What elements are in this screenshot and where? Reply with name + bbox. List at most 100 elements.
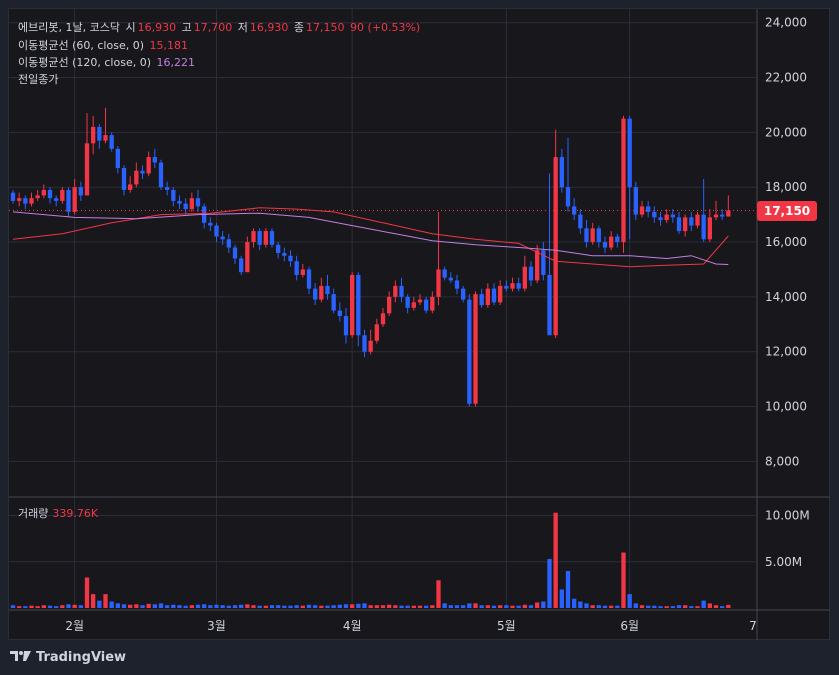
last-price-tag: 17,150	[757, 200, 817, 221]
candle-body	[29, 198, 34, 204]
volume-bar	[269, 605, 275, 608]
volume-bar	[670, 606, 675, 608]
candle-body	[35, 195, 40, 199]
volume-bar	[707, 603, 712, 608]
price-tick-label: 24,000	[765, 16, 807, 30]
candle-body	[362, 335, 367, 352]
candle-body	[522, 266, 527, 289]
volume-bar	[485, 605, 490, 608]
volume-bar	[565, 571, 571, 608]
volume-bar	[528, 605, 534, 608]
candle-body	[313, 288, 318, 300]
volume-bar	[590, 605, 595, 608]
volume-bar	[313, 605, 318, 608]
tradingview-logo[interactable]: TradingView	[10, 650, 126, 665]
time-tick-label: 2월	[65, 619, 84, 633]
volume-bar	[177, 605, 182, 608]
candle-body	[331, 294, 336, 311]
candle-body	[121, 168, 127, 190]
volume-bar	[251, 605, 256, 608]
candle-body	[10, 192, 16, 201]
candle-body	[60, 189, 65, 201]
volume-bar	[510, 605, 515, 608]
volume-bar	[547, 558, 552, 608]
candle-body	[195, 198, 201, 207]
legend-ma60[interactable]: 이동평균선 (60, close, 0) 15,181	[18, 37, 190, 53]
candle-body	[152, 157, 157, 163]
legend-symbol: 에브리봇, 1날, 코스닥	[18, 21, 120, 34]
volume-bar	[461, 605, 466, 608]
chart-frame[interactable]	[8, 8, 830, 640]
volume-bar	[121, 604, 127, 608]
candle-body	[140, 170, 145, 174]
volume-bar	[245, 604, 250, 608]
candle-body	[485, 288, 490, 306]
volume-bar	[467, 603, 472, 608]
candle-body	[498, 285, 503, 303]
volume-bar	[491, 605, 497, 608]
volume-bar	[10, 605, 16, 608]
legend-open: 16,930	[137, 21, 177, 34]
volume-bar	[633, 603, 638, 608]
volume-bar	[331, 605, 336, 608]
candle-body	[461, 288, 466, 300]
candle-body	[276, 244, 281, 253]
legend-low: 16,930	[249, 21, 289, 34]
candle-body	[257, 231, 262, 245]
candle-body	[251, 231, 256, 243]
volume-bar	[47, 605, 53, 608]
candle-body	[128, 184, 133, 190]
candle-body	[115, 148, 120, 169]
time-tick-label: 6월	[620, 619, 639, 633]
candle-body	[17, 198, 22, 201]
volume-bar	[615, 605, 620, 608]
volume-bar	[639, 605, 645, 608]
price-tick-label: 18,000	[765, 180, 807, 194]
candle-body	[615, 236, 620, 243]
price-tick-label: 16,000	[765, 235, 807, 249]
candle-body	[177, 200, 182, 204]
volume-bar	[276, 605, 281, 608]
volume-bar	[78, 605, 83, 608]
volume-bar	[498, 605, 503, 608]
candle-body	[473, 294, 478, 404]
candle-body	[430, 296, 435, 311]
legend-ma120[interactable]: 이동평균선 (120, close, 0) 16,221	[18, 54, 197, 70]
volume-bar	[189, 605, 194, 608]
candle-body	[226, 239, 231, 248]
volume-bar	[405, 605, 410, 608]
candle-body	[300, 269, 305, 275]
candle-body	[263, 231, 268, 245]
candle-body	[269, 231, 275, 245]
candle-body	[325, 285, 330, 295]
candle-body	[454, 280, 460, 289]
candle-body	[541, 250, 546, 275]
volume-bar	[140, 605, 145, 608]
price-tick-label: 10,000	[765, 400, 807, 414]
price-tick-label: 20,000	[765, 125, 807, 139]
candle-body	[479, 294, 484, 306]
volume-bar	[448, 605, 453, 608]
volume-bar	[479, 605, 484, 608]
candle-body	[380, 313, 386, 325]
volume-bar	[559, 589, 564, 608]
legend-prev-close[interactable]: 전일종가	[18, 71, 60, 87]
candle-body	[442, 269, 447, 278]
volume-bar	[596, 605, 601, 608]
candle-body	[91, 126, 96, 144]
volume-legend[interactable]: 거래량 339.76K	[18, 505, 98, 521]
volume-bar	[411, 605, 416, 608]
volume-legend-label: 거래량	[18, 507, 49, 520]
volume-bar	[609, 605, 614, 608]
volume-bar	[516, 605, 521, 608]
candle-body	[189, 198, 194, 210]
candle-body	[590, 228, 595, 243]
candle-body	[134, 170, 139, 185]
volume-bar	[374, 605, 379, 608]
volume-bar	[158, 603, 164, 608]
volume-bar	[442, 603, 447, 608]
volume-bar	[689, 606, 694, 608]
volume-bar	[300, 605, 305, 608]
volume-bar	[97, 600, 102, 608]
